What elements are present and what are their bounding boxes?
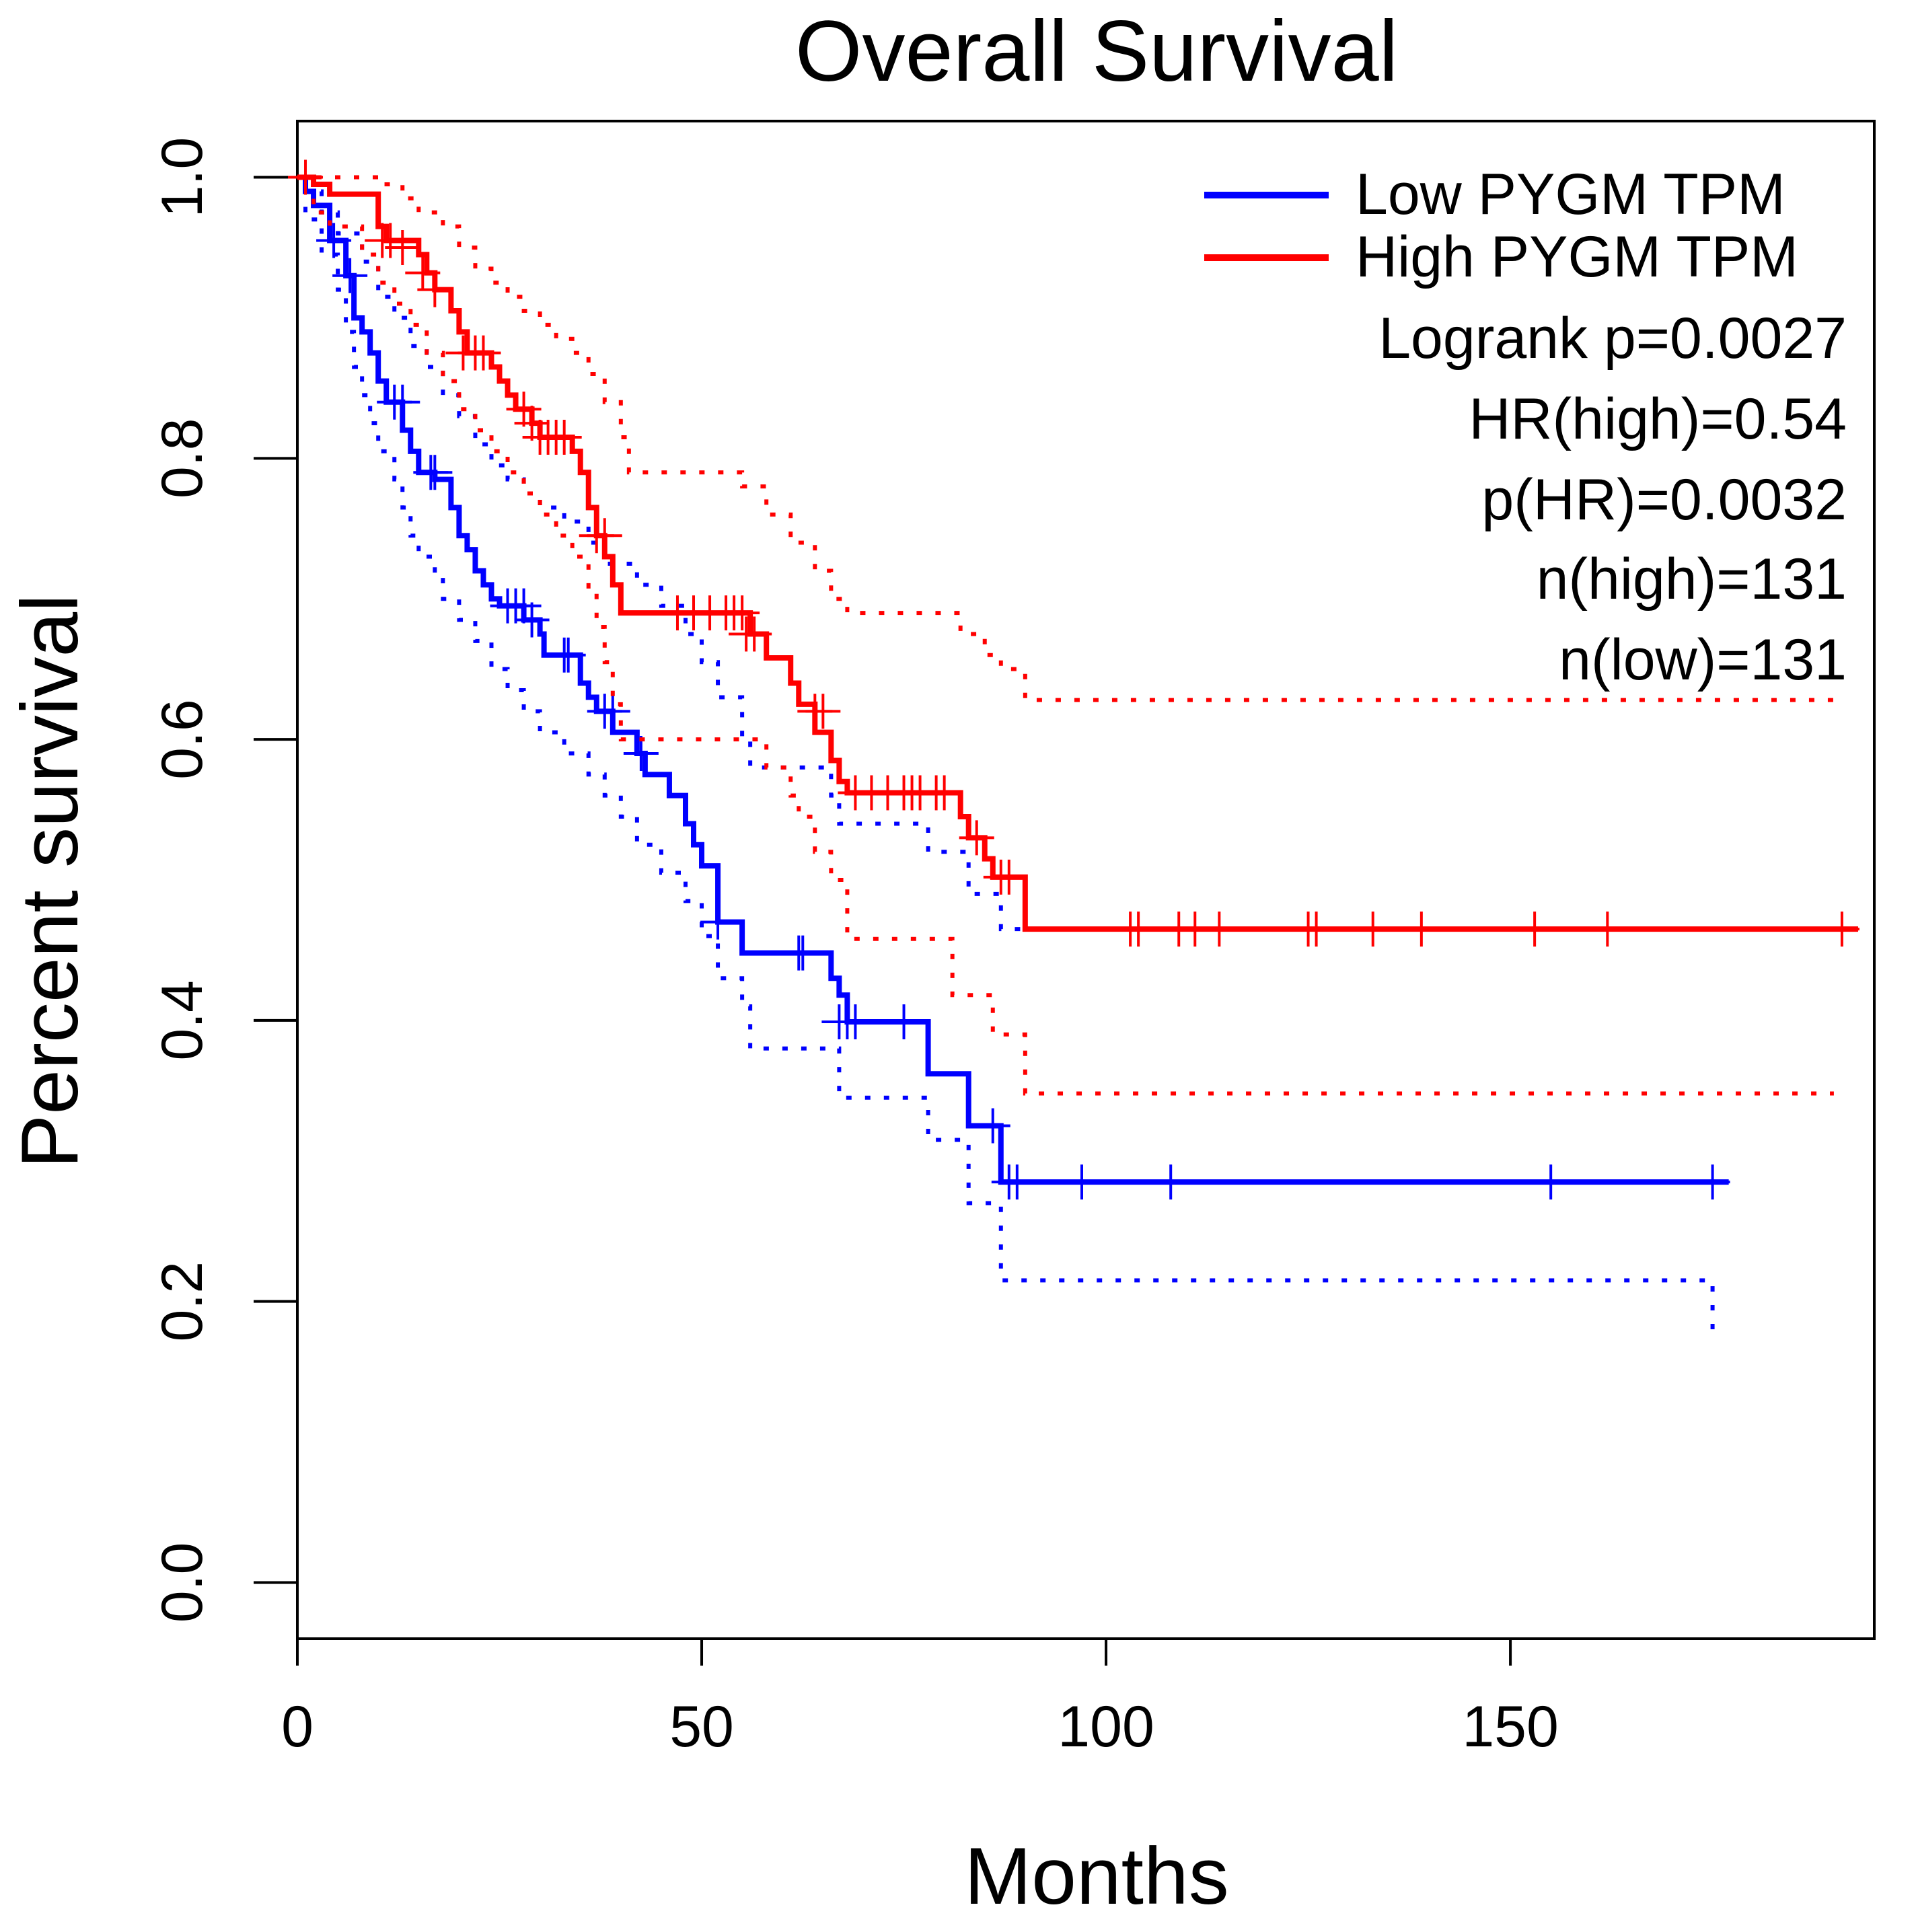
censor-mark-high-44 bbox=[1298, 912, 1334, 947]
ci-lower-high bbox=[297, 175, 1834, 1096]
stat-p-hr: p(HR)=0.0032 bbox=[1481, 468, 1847, 532]
plot-area bbox=[288, 159, 1859, 1337]
censor-mark-high-48 bbox=[1590, 912, 1625, 947]
censor-mark-low-1 bbox=[332, 258, 368, 293]
censor-mark-high-35 bbox=[959, 820, 994, 856]
legend: Low PYGM TPM High PYGM TPM bbox=[1204, 162, 1798, 289]
censor-mark-high-14 bbox=[546, 420, 582, 455]
censor-mark-low-20 bbox=[838, 1004, 873, 1039]
censor-mark-high-24 bbox=[737, 616, 772, 652]
stats-block: Logrank p=0.0027 HR(high)=0.54 p(HR)=0.0… bbox=[1378, 306, 1847, 692]
censor-mark-high-34 bbox=[926, 775, 962, 811]
y-tick-label-4: 0.8 bbox=[150, 418, 215, 499]
x-axis: 0 50 100 150 bbox=[281, 1637, 1559, 1759]
censor-mark-high-8 bbox=[466, 335, 501, 371]
y-tick-label-3: 0.6 bbox=[150, 699, 215, 780]
x-tick-label-2: 100 bbox=[1058, 1695, 1154, 1759]
x-tick-label-1: 50 bbox=[669, 1695, 734, 1759]
censor-mark-high-47 bbox=[1517, 912, 1553, 947]
censor-mark-high-45 bbox=[1355, 912, 1391, 947]
censor-mark-low-5 bbox=[417, 455, 453, 490]
censor-mark-high-3 bbox=[385, 230, 420, 265]
censor-mark-low-0 bbox=[316, 223, 352, 258]
censor-mark-low-17 bbox=[785, 935, 821, 971]
y-axis: 0.0 0.2 0.4 0.6 0.8 1.0 bbox=[150, 137, 299, 1623]
stat-n-low: n(low)=131 bbox=[1559, 628, 1847, 692]
y-tick-label-0: 0.0 bbox=[150, 1543, 215, 1623]
censor-mark-high-39 bbox=[1121, 912, 1156, 947]
censor-mark-low-25 bbox=[1064, 1164, 1099, 1200]
censor-mark-low-27 bbox=[1533, 1164, 1569, 1200]
x-axis-label: Months bbox=[964, 1831, 1229, 1921]
ci-upper-low bbox=[297, 175, 1713, 932]
x-tick-label-3: 150 bbox=[1462, 1695, 1559, 1759]
y-tick-label-1: 0.2 bbox=[150, 1261, 215, 1342]
y-tick-label-5: 1.0 bbox=[150, 137, 215, 218]
censor-mark-high-16 bbox=[587, 518, 622, 554]
censor-mark-low-26 bbox=[1153, 1164, 1189, 1200]
x-tick-label-0: 0 bbox=[281, 1695, 314, 1759]
stat-hr-high: HR(high)=0.54 bbox=[1469, 387, 1847, 451]
chart-title: Overall Survival bbox=[795, 3, 1398, 100]
censor-mark-high-9 bbox=[506, 392, 542, 427]
y-axis-label: Percent survival bbox=[5, 594, 95, 1168]
censor-mark-high-0 bbox=[288, 159, 324, 195]
censor-mark-high-26 bbox=[805, 694, 841, 729]
censor-mark-high-22 bbox=[725, 595, 760, 631]
censor-mark-high-37 bbox=[991, 859, 1027, 895]
legend-label-low: Low PYGM TPM bbox=[1356, 162, 1785, 227]
censor-mark-low-28 bbox=[1695, 1164, 1730, 1200]
y-tick-label-2: 0.4 bbox=[150, 980, 215, 1061]
censor-mark-low-13 bbox=[595, 694, 630, 729]
stat-n-high: n(high)=131 bbox=[1537, 547, 1847, 611]
censor-mark-high-46 bbox=[1403, 912, 1439, 947]
censor-mark-high-10 bbox=[514, 406, 550, 441]
censor-mark-high-42 bbox=[1202, 912, 1237, 947]
censor-mark-low-24 bbox=[999, 1164, 1035, 1200]
censor-mark-low-14 bbox=[623, 736, 659, 771]
censor-mark-low-9 bbox=[514, 602, 550, 638]
stat-logrank-p: Logrank p=0.0027 bbox=[1378, 306, 1847, 371]
legend-label-high: High PYGM TPM bbox=[1356, 225, 1798, 289]
censor-mark-low-8 bbox=[506, 588, 542, 624]
censor-mark-low-3 bbox=[385, 384, 420, 420]
censor-mark-low-11 bbox=[550, 637, 586, 673]
censor-mark-low-22 bbox=[975, 1108, 1010, 1144]
censor-mark-high-5 bbox=[417, 272, 453, 307]
censor-mark-low-15 bbox=[700, 904, 736, 940]
censor-mark-low-21 bbox=[886, 1004, 922, 1039]
censor-mark-high-49 bbox=[1824, 912, 1859, 947]
